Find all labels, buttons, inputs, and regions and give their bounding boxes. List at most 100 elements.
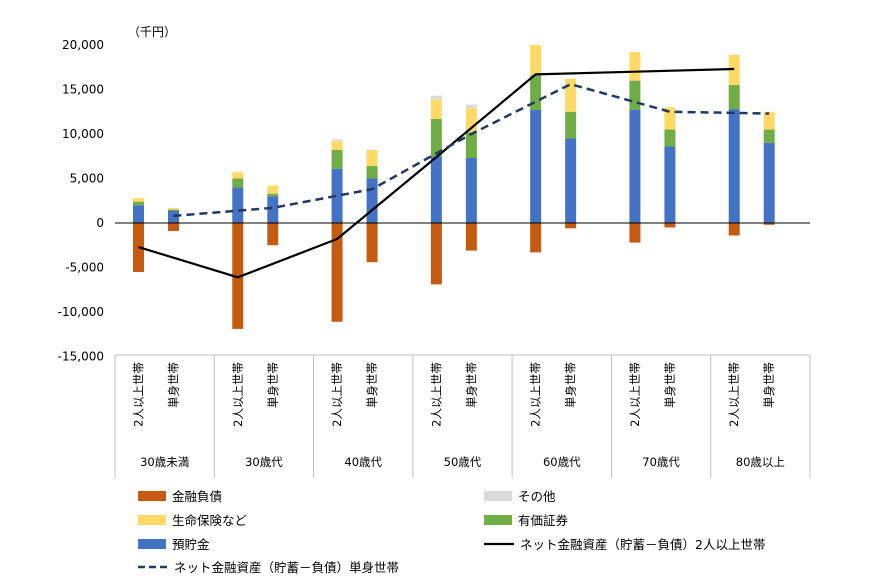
y-tick-label: 15,000 xyxy=(62,83,104,97)
bar-segment xyxy=(465,223,477,251)
bar-segment xyxy=(430,156,442,223)
series-line xyxy=(173,82,770,218)
subcategory-label: 2人以上世帯 xyxy=(330,362,344,427)
bar-segment xyxy=(763,223,775,225)
bar-segment xyxy=(430,95,442,100)
subcategory-label: 2人以上世帯 xyxy=(727,362,741,427)
group-label: 60歳代 xyxy=(543,455,581,469)
group-label: 50歳代 xyxy=(444,455,482,469)
group-label: 30歳未満 xyxy=(140,455,189,469)
y-tick-label: 0 xyxy=(96,216,104,230)
subcategory-label: 単身世帯 xyxy=(762,362,776,408)
legend-label: ネット金融資産（貯蓄－負債）単身世帯 xyxy=(174,560,399,575)
bar-segment xyxy=(728,109,740,223)
bar-segment xyxy=(763,129,775,143)
bar-segment xyxy=(465,132,477,159)
bar-segment xyxy=(565,223,577,229)
bar-segment xyxy=(530,45,542,76)
bar-segment xyxy=(629,109,641,223)
bar-segment xyxy=(664,146,676,223)
bar-segment xyxy=(430,118,442,157)
bar-segment xyxy=(168,210,179,223)
series-line xyxy=(138,67,735,279)
legend-swatch xyxy=(138,491,166,501)
bar-segment xyxy=(565,138,577,223)
subcategory-label: 単身世帯 xyxy=(663,362,677,408)
bar-segment xyxy=(133,198,144,202)
group-label: 70歳代 xyxy=(642,455,680,469)
bar-segment xyxy=(331,141,343,151)
y-axis: -15,000 -10,000 -5,000 0 5,000 10,000 15,000 20… xyxy=(58,38,104,364)
legend-swatch xyxy=(484,515,512,525)
bar-segment xyxy=(366,223,378,263)
bar-segment xyxy=(530,109,542,223)
bar-segment xyxy=(267,185,279,194)
bar-segment xyxy=(232,178,244,188)
bar-segment xyxy=(133,205,144,223)
bar-segment xyxy=(565,111,577,139)
bar-segment xyxy=(366,166,378,179)
bar-segment xyxy=(430,99,442,119)
bar-segment xyxy=(728,223,740,236)
bar-segment xyxy=(267,196,279,223)
subcategory-label: 2人以上世帯 xyxy=(231,362,245,427)
subcategory-label: 単身世帯 xyxy=(365,362,379,408)
bar-segment xyxy=(331,168,343,223)
legend-label: ネット金融資産（貯蓄－負債）2人以上世帯 xyxy=(520,537,765,552)
legend-label: 生命保険など xyxy=(172,513,248,528)
legend-label: 預貯金 xyxy=(172,537,210,552)
bar-segment xyxy=(530,223,542,253)
bar-segment xyxy=(168,207,179,210)
bar-segment xyxy=(430,223,442,285)
legend-label: その他 xyxy=(518,489,556,504)
legend-swatch xyxy=(484,491,512,501)
subcategory-label: 2人以上世帯 xyxy=(429,362,443,427)
subcategory-label: 単身世帯 xyxy=(167,362,181,408)
bars xyxy=(133,45,775,329)
y-tick-label: -10,000 xyxy=(58,305,104,319)
y-tick-label: 20,000 xyxy=(62,38,104,52)
bar-segment xyxy=(565,78,577,112)
group-label: 80歳以上 xyxy=(736,455,785,469)
legend-label: 金融負債 xyxy=(172,489,222,504)
bar-segment xyxy=(728,85,740,110)
bar-segment xyxy=(267,223,279,246)
legend-swatch xyxy=(138,515,166,525)
y-tick-label: 10,000 xyxy=(62,127,104,141)
bar-segment xyxy=(465,158,477,223)
bar-segment xyxy=(366,150,378,167)
bar-segment xyxy=(366,178,378,223)
subcategory-label: 単身世帯 xyxy=(464,362,478,408)
bar-segment xyxy=(133,201,144,206)
subcategory-label: 2人以上世帯 xyxy=(132,362,146,427)
bar-segment xyxy=(763,111,775,130)
bar-segment xyxy=(763,142,775,223)
y-tick-label: -15,000 xyxy=(58,350,104,364)
x-axis: 2人以上世帯 単身世帯 30歳未満 2人以上世帯 単身世帯 30歳代 2人以上世帯 単身世帯 4… xyxy=(114,222,811,478)
bar-segment xyxy=(629,52,641,81)
bar-segment xyxy=(168,209,179,211)
bar-segment xyxy=(331,150,343,169)
bar-segment xyxy=(465,104,477,109)
bar-segment xyxy=(664,129,676,147)
subcategory-label: 2人以上世帯 xyxy=(529,362,543,427)
lines xyxy=(138,67,770,279)
y-tick-label: -5,000 xyxy=(65,261,104,275)
bar-segment xyxy=(331,139,343,142)
bar-segment xyxy=(267,193,279,197)
group-label: 30歳代 xyxy=(245,455,283,469)
bar-segment xyxy=(232,187,244,223)
bar-segment xyxy=(331,223,343,322)
group-label: 40歳代 xyxy=(344,455,382,469)
bar-segment xyxy=(530,75,542,110)
legend-label: 有価証券 xyxy=(518,513,569,528)
subcategory-label: 単身世帯 xyxy=(266,362,280,408)
bar-segment xyxy=(465,108,477,133)
unit-label: （千円） xyxy=(128,25,176,39)
bar-segment xyxy=(664,223,676,228)
bar-segment xyxy=(168,223,179,232)
subcategory-label: 単身世帯 xyxy=(564,362,578,408)
